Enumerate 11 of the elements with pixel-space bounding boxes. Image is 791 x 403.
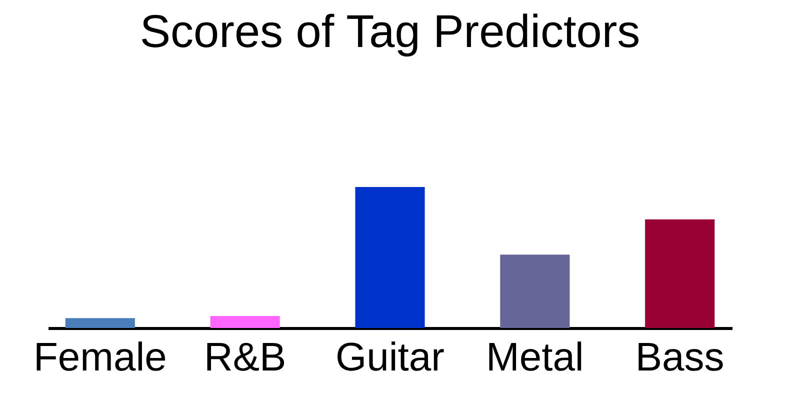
x-tick-label: Bass — [635, 336, 724, 380]
bar — [355, 187, 425, 328]
chart-title: Scores of Tag Predictors — [140, 5, 640, 57]
bar — [65, 318, 135, 328]
x-tick-label: Metal — [486, 336, 584, 380]
x-tick-label: R&B — [204, 336, 286, 380]
bar — [210, 316, 280, 328]
bar — [645, 219, 715, 328]
x-tick-label: Female — [33, 336, 167, 380]
bar — [500, 254, 570, 328]
x-tick-label: Guitar — [336, 336, 444, 380]
